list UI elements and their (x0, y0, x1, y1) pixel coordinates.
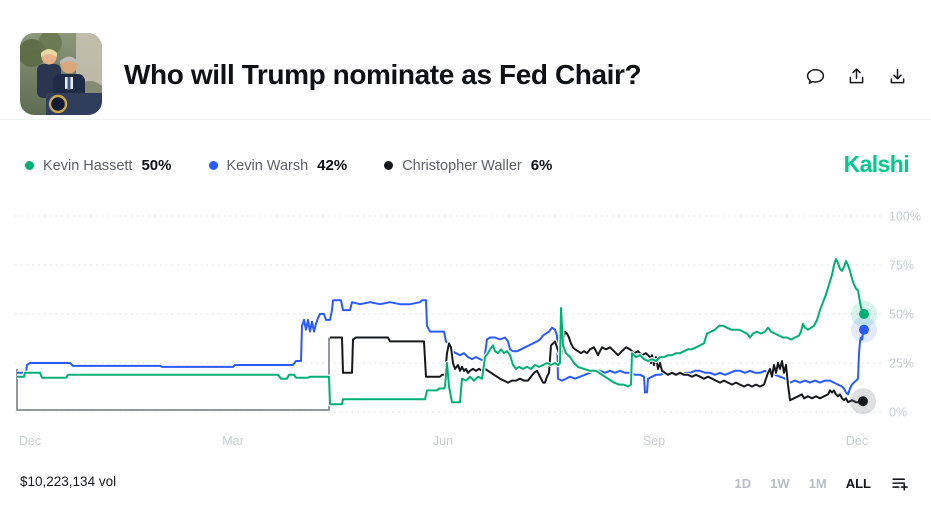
market-thumbnail-image (20, 33, 102, 115)
legend-item-christopher-waller[interactable]: Christopher Waller 6% (384, 157, 552, 174)
volume-label: $10,223,134 vol (20, 474, 117, 489)
page-title: Who will Trump nominate as Fed Chair? (124, 59, 642, 90)
comment-icon[interactable] (803, 64, 827, 88)
header-divider (0, 119, 931, 120)
y-tick-label: 0% (889, 406, 907, 420)
end-dot-kevin-warsh (859, 324, 869, 335)
x-tick-label: Dec (846, 434, 868, 448)
legend-value: 6% (530, 157, 553, 174)
add-to-watchlist-icon[interactable] (890, 473, 910, 493)
series-line-christopher-waller (330, 330, 865, 404)
legend-name: Kevin Hassett (43, 157, 133, 174)
legend-dot-blue-icon (208, 161, 218, 170)
series-line-kevin-hassett (17, 258, 865, 406)
legend-item-kevin-hassett[interactable]: Kevin Hassett 50% (25, 157, 172, 174)
x-tick-label: Dec (19, 434, 41, 448)
timeframe-selector: 1D 1W 1M ALL (735, 473, 910, 493)
x-tick-label: Mar (222, 434, 244, 448)
download-icon[interactable] (885, 64, 909, 88)
legend-value: 50% (141, 157, 172, 174)
legend-value: 42% (317, 157, 348, 174)
legend-dot-black-icon (384, 161, 394, 170)
timeframe-1d[interactable]: 1D (734, 475, 752, 491)
legend: Kevin Hassett 50% Kevin Warsh 42% Christ… (25, 157, 589, 174)
legend-item-kevin-warsh[interactable]: Kevin Warsh 42% (208, 157, 348, 174)
timeframe-all[interactable]: ALL (845, 475, 871, 491)
timeframe-1w[interactable]: 1W (770, 475, 790, 491)
legend-name: Kevin Warsh (226, 157, 309, 174)
legend-dot-green-icon (25, 161, 34, 170)
y-tick-label: 50% (889, 308, 914, 322)
series-line-pre-listing-baseline (16, 337, 330, 411)
kalshi-logo[interactable]: Kalshi (843, 151, 910, 177)
legend-name: Christopher Waller (402, 157, 522, 174)
x-tick-label: Sep (643, 434, 665, 448)
end-dot-kevin-hassett (859, 309, 869, 319)
end-dot-christopher-waller (858, 396, 868, 407)
market-thumbnail (20, 33, 102, 115)
x-tick-label: Jun (433, 434, 453, 448)
header-actions (803, 64, 909, 88)
y-tick-label: 75% (889, 259, 914, 273)
y-tick-label: 100% (889, 210, 921, 224)
timeframe-1m[interactable]: 1M (808, 475, 827, 491)
y-tick-label: 25% (889, 357, 914, 371)
share-icon[interactable] (844, 64, 868, 88)
